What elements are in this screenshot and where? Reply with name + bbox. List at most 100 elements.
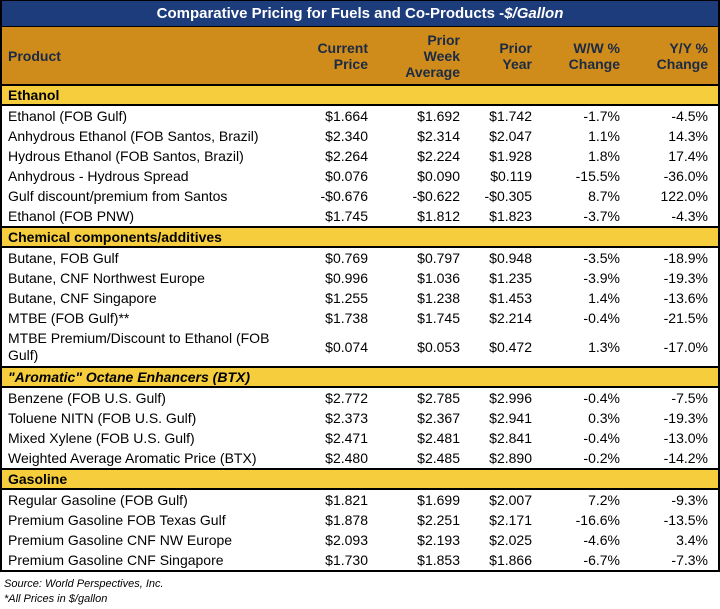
value-cell: $1.878	[325, 512, 368, 528]
section-label: Chemical components/additives	[8, 229, 222, 245]
value-cell: -13.6%	[663, 290, 708, 306]
value-cell: $1.255	[325, 290, 368, 306]
header-line: Product	[8, 47, 61, 64]
value-cell: -7.3%	[671, 552, 708, 568]
value-cell: -$0.305	[484, 188, 532, 204]
value-cell: -36.0%	[663, 168, 708, 184]
table-row: Mixed Xylene (FOB U.S. Gulf) $2.471 $2.4…	[2, 428, 718, 448]
table-row: Premium Gasoline CNF Singapore $1.730 $1…	[2, 550, 718, 570]
table-row: Butane, FOB Gulf $0.769 $0.797 $0.948 -3…	[2, 248, 718, 268]
value-cell: $1.738	[325, 310, 368, 326]
header-line: Prior	[427, 31, 460, 48]
table-row: Ethanol (FOB PNW) $1.745 $1.812 $1.823 -…	[2, 206, 718, 226]
product-cell: MTBE Premium/Discount to Ethanol (FOB Gu…	[8, 330, 270, 363]
column-header-row: Product Current Price Prior Week Average Prior…	[2, 27, 718, 84]
value-cell: $0.076	[325, 168, 368, 184]
value-cell: $2.007	[489, 492, 532, 508]
table-title: Comparative Pricing for Fuels and Co-Pro…	[2, 1, 718, 27]
table-row: Butane, CNF Northwest Europe $0.996 $1.0…	[2, 268, 718, 288]
value-cell: $1.853	[417, 552, 460, 568]
value-cell: $2.264	[325, 148, 368, 164]
product-cell: Butane, CNF Northwest Europe	[8, 270, 205, 286]
header-line: Current	[317, 39, 368, 56]
value-cell: -0.2%	[583, 450, 620, 466]
value-cell: -0.4%	[583, 310, 620, 326]
section-header: Ethanol	[2, 84, 718, 106]
table-row: Weighted Average Aromatic Price (BTX) $2…	[2, 448, 718, 468]
table-row: Benzene (FOB U.S. Gulf) $2.772 $2.785 $2…	[2, 388, 718, 408]
value-cell: -17.0%	[663, 339, 708, 355]
product-cell: Anhydrous Ethanol (FOB Santos, Brazil)	[8, 128, 259, 144]
unit-note: *All Prices in $/gallon	[4, 593, 108, 605]
product-cell: Gulf discount/premium from Santos	[8, 188, 228, 204]
header-line: Week	[423, 47, 460, 64]
value-cell: 17.4%	[668, 148, 708, 164]
value-cell: -1.7%	[583, 108, 620, 124]
value-cell: $2.941	[489, 410, 532, 426]
column-header: W/W % Change	[542, 27, 630, 84]
section-label: "Aromatic" Octane Enhancers (BTX)	[8, 369, 250, 385]
value-cell: $1.928	[489, 148, 532, 164]
product-cell: Butane, CNF Singapore	[8, 290, 157, 306]
value-cell: 14.3%	[668, 128, 708, 144]
value-cell: $2.890	[489, 450, 532, 466]
product-cell: Premium Gasoline CNF Singapore	[8, 552, 224, 568]
value-cell: $2.214	[489, 310, 532, 326]
table-row: Regular Gasoline (FOB Gulf) $1.821 $1.69…	[2, 490, 718, 510]
value-cell: $0.472	[489, 339, 532, 355]
value-cell: $1.730	[325, 552, 368, 568]
product-cell: Regular Gasoline (FOB Gulf)	[8, 492, 188, 508]
value-cell: $1.036	[417, 270, 460, 286]
product-cell: Ethanol (FOB Gulf)	[8, 108, 128, 124]
value-cell: $1.742	[489, 108, 532, 124]
table-row: Toluene NITN (FOB U.S. Gulf) $2.373 $2.3…	[2, 408, 718, 428]
value-cell: -$0.622	[412, 188, 460, 204]
value-cell: $2.481	[417, 430, 460, 446]
product-cell: Toluene NITN (FOB U.S. Gulf)	[8, 410, 197, 426]
section-header: Chemical components/additives	[2, 226, 718, 248]
value-cell: $1.664	[325, 108, 368, 124]
product-cell: Anhydrous - Hydrous Spread	[8, 168, 189, 184]
value-cell: 8.7%	[588, 188, 620, 204]
value-cell: $0.996	[325, 270, 368, 286]
value-cell: -$0.676	[320, 188, 368, 204]
value-cell: $1.812	[417, 208, 460, 224]
value-cell: $2.193	[417, 532, 460, 548]
value-cell: -0.4%	[583, 430, 620, 446]
table-row: Premium Gasoline FOB Texas Gulf $1.878 $…	[2, 510, 718, 530]
value-cell: $1.821	[325, 492, 368, 508]
value-cell: $2.996	[489, 390, 532, 406]
value-cell: $2.485	[417, 450, 460, 466]
footer: Source: World Perspectives, Inc. *All Pr…	[0, 572, 720, 607]
value-cell: $0.119	[490, 168, 532, 184]
product-cell: Premium Gasoline FOB Texas Gulf	[8, 512, 226, 528]
value-cell: $0.769	[325, 250, 368, 266]
value-cell: $2.025	[489, 532, 532, 548]
value-cell: -15.5%	[575, 168, 620, 184]
section-label: Ethanol	[8, 87, 60, 103]
product-cell: Ethanol (FOB PNW)	[8, 208, 135, 224]
value-cell: $1.692	[417, 108, 460, 124]
value-cell: -7.5%	[671, 390, 708, 406]
table-row: Anhydrous - Hydrous Spread $0.076 $0.090…	[2, 166, 718, 186]
value-cell: $1.745	[325, 208, 368, 224]
value-cell: $2.251	[417, 512, 460, 528]
value-cell: $0.053	[417, 339, 460, 355]
header-line: W/W %	[573, 39, 620, 56]
value-cell: $2.093	[325, 532, 368, 548]
product-cell: Butane, FOB Gulf	[8, 250, 119, 266]
section-header: Gasoline	[2, 468, 718, 490]
table-row: MTBE (FOB Gulf)** $1.738 $1.745 $2.214 -…	[2, 308, 718, 328]
header-line: Prior	[499, 39, 532, 56]
value-cell: -13.5%	[663, 512, 708, 528]
value-cell: $2.772	[325, 390, 368, 406]
value-cell: $2.224	[417, 148, 460, 164]
value-cell: $0.074	[325, 339, 368, 355]
column-header: Prior Week Average	[378, 27, 470, 84]
column-header: Current Price	[300, 27, 378, 84]
value-cell: $2.314	[417, 128, 460, 144]
table-row: Ethanol (FOB Gulf) $1.664 $1.692 $1.742 …	[2, 106, 718, 126]
table-core: Comparative Pricing for Fuels and Co-Pro…	[0, 0, 720, 572]
column-header: Prior Year	[470, 27, 542, 84]
